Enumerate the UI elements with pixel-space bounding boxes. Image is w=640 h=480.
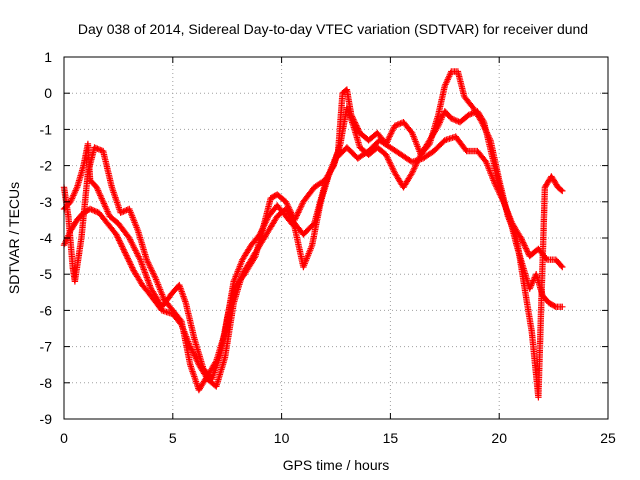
x-tick-label: 25 [600,430,616,446]
y-tick-label: -5 [40,266,53,282]
tick-layer: 0 5 10 15 20 25 -9 -8 -7 -6 -5 -4 -3 -2 -1 0 1 [40,49,616,446]
series-layer [60,68,566,401]
series-trace-c [60,68,566,401]
chart-title: Day 038 of 2014, Sidereal Day-to-day VTE… [78,21,588,37]
x-tick-label: 15 [383,430,399,446]
y-tick-label: -2 [40,158,53,174]
data-point-markers [60,68,566,401]
y-axis-label: SDTVAR / TECUs [6,182,22,294]
y-tick-label: -3 [40,194,53,210]
y-tick-label: -9 [40,411,53,427]
data-point-markers [60,133,566,390]
y-tick-label: -7 [40,339,53,355]
y-tick-label: 0 [44,85,52,101]
y-tick-label: -8 [40,375,53,391]
x-tick-label: 10 [274,430,290,446]
x-tick-label: 20 [491,430,507,446]
grid-layer [64,57,608,419]
x-axis-label: GPS time / hours [283,457,390,473]
y-tick-label: 1 [44,49,52,65]
plot-frame [63,56,609,420]
x-tick-label: 5 [169,430,177,446]
x-tick-label: 0 [60,430,68,446]
y-tick-label: -1 [40,121,53,137]
y-tick-label: -4 [40,230,53,246]
series-trace-b [60,133,566,390]
y-tick-label: -6 [40,302,53,318]
